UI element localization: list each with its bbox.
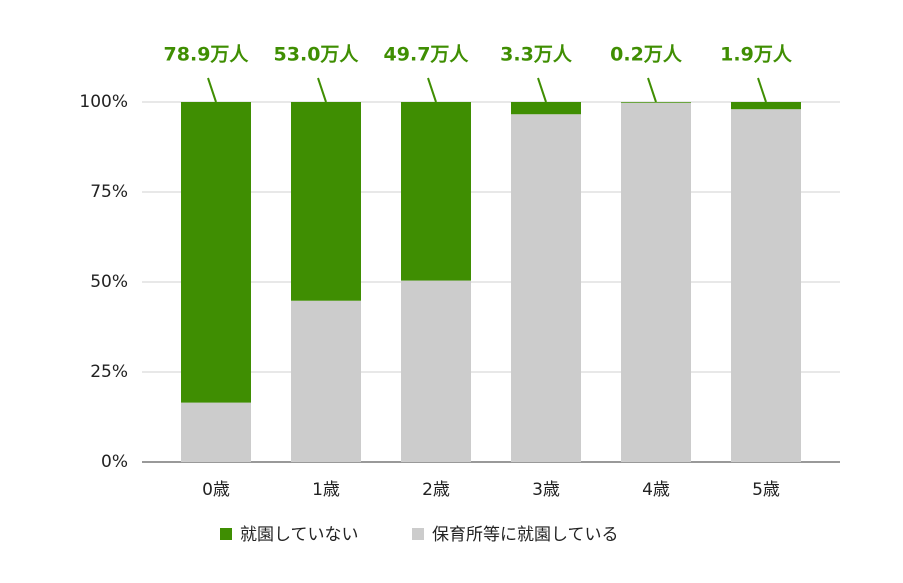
bar-segment: [511, 102, 581, 115]
annotation-leader: [757, 77, 767, 103]
legend-label: 保育所等に就園している: [432, 525, 619, 545]
annotation-leader: [427, 77, 437, 103]
x-tick-label: 4歳: [642, 480, 670, 500]
annotation-leader: [537, 77, 547, 103]
y-tick-label: 0%: [101, 452, 128, 472]
annotation: 1.9万人: [720, 44, 793, 66]
y-tick-label: 50%: [90, 272, 128, 292]
x-tick-label: 5歳: [752, 480, 780, 500]
bar-segment: [621, 102, 691, 103]
y-tick-label: 100%: [79, 92, 128, 112]
annotation-leader: [207, 77, 217, 103]
bar-segment: [291, 102, 361, 301]
legend-swatch: [412, 528, 424, 540]
bar-segment: [401, 102, 471, 281]
bar-segment: [731, 109, 801, 462]
x-tick-label: 3歳: [532, 480, 560, 500]
y-tick-label: 25%: [90, 362, 128, 382]
x-tick-label: 2歳: [422, 480, 450, 500]
bar-segment: [291, 300, 361, 462]
bar-segment: [401, 280, 471, 462]
bar-segment: [181, 402, 251, 462]
bar-segment: [731, 102, 801, 110]
bar-segment: [511, 114, 581, 463]
annotation: 78.9万人: [164, 44, 250, 66]
x-tick-label: 0歳: [202, 480, 230, 500]
annotation-leader: [317, 77, 327, 103]
annotation: 0.2万人: [610, 44, 683, 66]
bar-segment: [181, 102, 251, 403]
legend-label: 就園していない: [240, 525, 359, 545]
annotation: 49.7万人: [384, 44, 470, 66]
bar-segment: [621, 102, 691, 462]
legend-swatch: [220, 528, 232, 540]
annotation: 3.3万人: [500, 44, 573, 66]
y-tick-label: 75%: [90, 182, 128, 202]
annotation-leader: [647, 77, 657, 103]
x-tick-label: 1歳: [312, 480, 340, 500]
annotation: 53.0万人: [274, 44, 360, 66]
